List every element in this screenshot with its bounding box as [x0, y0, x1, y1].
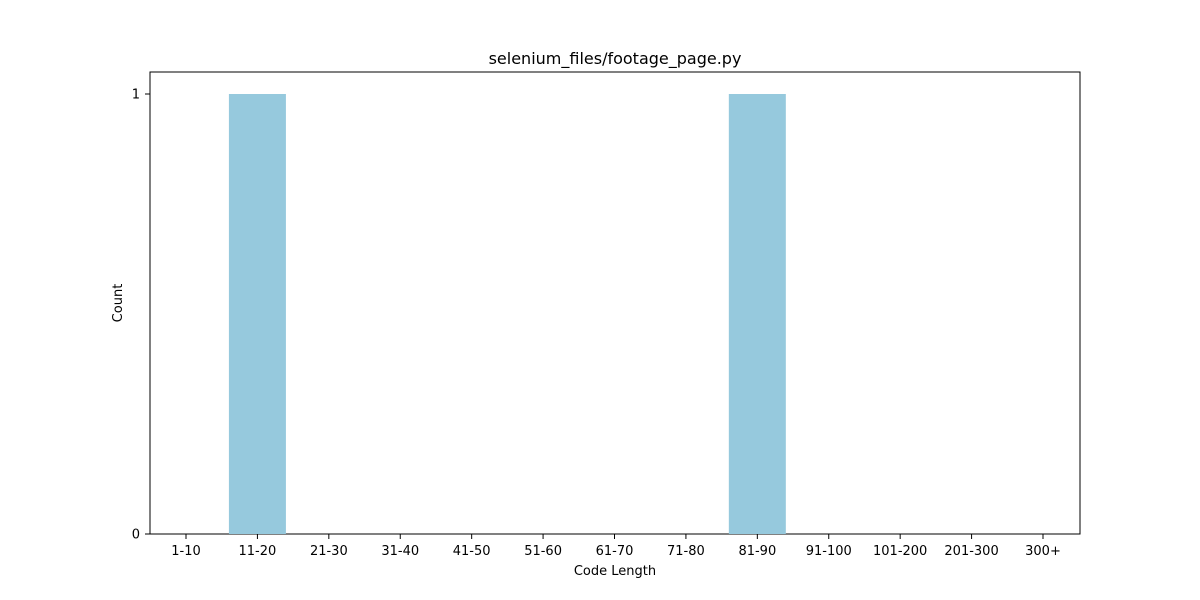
x-tick-label: 51-60	[524, 544, 562, 559]
x-tick-label: 91-100	[806, 544, 852, 559]
y-axis-ticks: 01	[132, 88, 150, 543]
bars-group	[228, 94, 786, 534]
bar-11-20	[228, 94, 286, 534]
x-tick-label: 1-10	[171, 544, 201, 559]
x-tick-label: 300+	[1025, 544, 1061, 559]
y-tick-label: 1	[132, 88, 140, 103]
x-tick-label: 31-40	[381, 544, 419, 559]
x-axis-label: Code Length	[574, 564, 656, 579]
x-tick-label: 21-30	[310, 544, 348, 559]
x-tick-label: 11-20	[239, 544, 277, 559]
x-tick-label: 101-200	[873, 544, 927, 559]
bar-81-90	[728, 94, 786, 534]
plot-area-frame	[149, 71, 1081, 535]
x-tick-label: 201-300	[944, 544, 998, 559]
x-axis-ticks: 1-10 11-20 21-30 31-40 41-50 51-60 61-70 71-80 8…	[171, 534, 1061, 559]
y-tick-label: 0	[132, 528, 140, 543]
x-tick-label: 61-70	[596, 544, 634, 559]
x-tick-label: 71-80	[667, 544, 705, 559]
x-tick-label: 81-90	[738, 544, 776, 559]
x-tick-label: 41-50	[453, 544, 491, 559]
y-axis-label: Count	[111, 284, 126, 323]
chart-title: selenium_files/footage_page.py	[489, 49, 742, 69]
